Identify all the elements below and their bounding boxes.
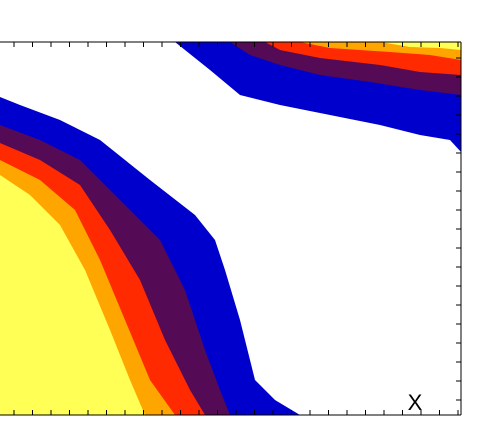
- lower-left-contours: [0, 97, 300, 415]
- axis-ticks: [13, 42, 461, 415]
- axis-label: X: [408, 390, 423, 415]
- upper-right-contours: [175, 42, 461, 152]
- contour-band: [0, 175, 145, 415]
